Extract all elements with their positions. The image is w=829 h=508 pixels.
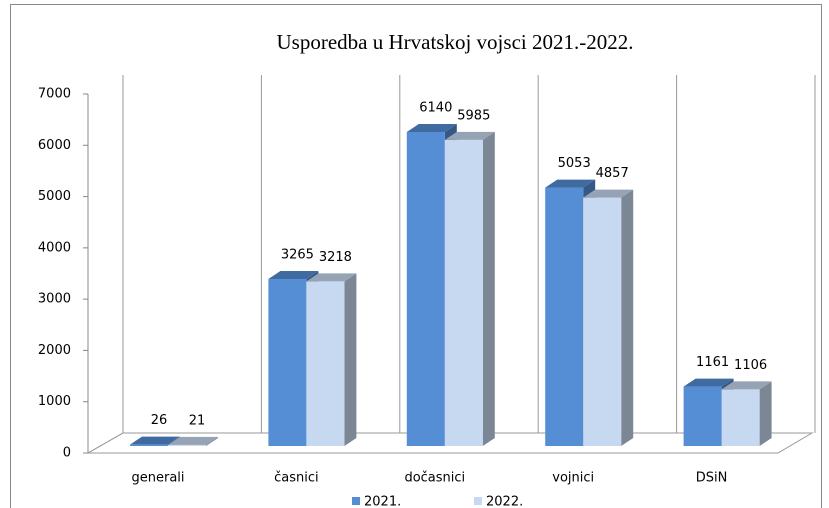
y-tick-label: 1000	[38, 394, 71, 409]
data-label: 21	[189, 413, 206, 428]
bar-top	[168, 436, 218, 445]
bar-top	[683, 378, 734, 387]
x-tick-label: generali	[131, 471, 184, 486]
y-tick-label: 0	[63, 446, 71, 461]
data-label: 1106	[734, 358, 767, 373]
bar	[583, 197, 622, 446]
bar	[683, 386, 722, 446]
x-tick-label: dočasnici	[404, 471, 465, 486]
y-tick-label: 2000	[38, 343, 71, 358]
x-tick-label: časnici	[274, 471, 319, 486]
data-label: 3265	[281, 248, 314, 263]
y-tick-label: 6000	[38, 138, 71, 153]
x-tick-label: vojnici	[552, 471, 594, 486]
y-tick-label: 3000	[38, 292, 71, 307]
bar	[168, 444, 206, 446]
data-label: 5053	[558, 156, 591, 171]
legend-swatch	[474, 497, 482, 505]
bar	[545, 187, 584, 447]
bar	[130, 444, 168, 446]
bar-top	[583, 189, 634, 198]
bar	[444, 139, 483, 446]
bar-top	[721, 381, 772, 390]
bar	[721, 389, 760, 446]
data-label: 6140	[419, 100, 452, 115]
y-tick-label: 4000	[38, 240, 71, 255]
bar	[306, 281, 345, 446]
legend-label: 2021.	[364, 495, 401, 508]
bar-top	[130, 436, 180, 445]
bar-top	[406, 123, 457, 132]
y-tick-label: 5000	[38, 189, 71, 204]
x-tick-label: DSiN	[696, 471, 728, 486]
bar-top	[444, 131, 495, 140]
bar	[406, 131, 445, 447]
bar-top	[268, 271, 319, 280]
data-label: 26	[151, 413, 168, 428]
bar-side	[206, 436, 218, 446]
floor-edge	[87, 432, 124, 454]
bar-side	[621, 189, 634, 447]
data-label: 3218	[319, 250, 352, 265]
legend-label: 2022.	[486, 495, 523, 508]
chart-title: Usporedba u Hrvatskoj vojsci 2021.-2022.	[277, 30, 634, 54]
bar-top	[306, 273, 357, 282]
data-label: 5985	[457, 108, 490, 123]
bar	[268, 279, 307, 446]
data-label: 4857	[596, 166, 629, 181]
bar-side	[759, 381, 772, 446]
bar-side	[344, 273, 357, 446]
bar-side	[482, 131, 495, 446]
bar-top	[545, 179, 596, 188]
legend-swatch	[352, 497, 360, 505]
data-label: 1161	[696, 355, 729, 370]
y-tick-label: 7000	[38, 87, 71, 102]
